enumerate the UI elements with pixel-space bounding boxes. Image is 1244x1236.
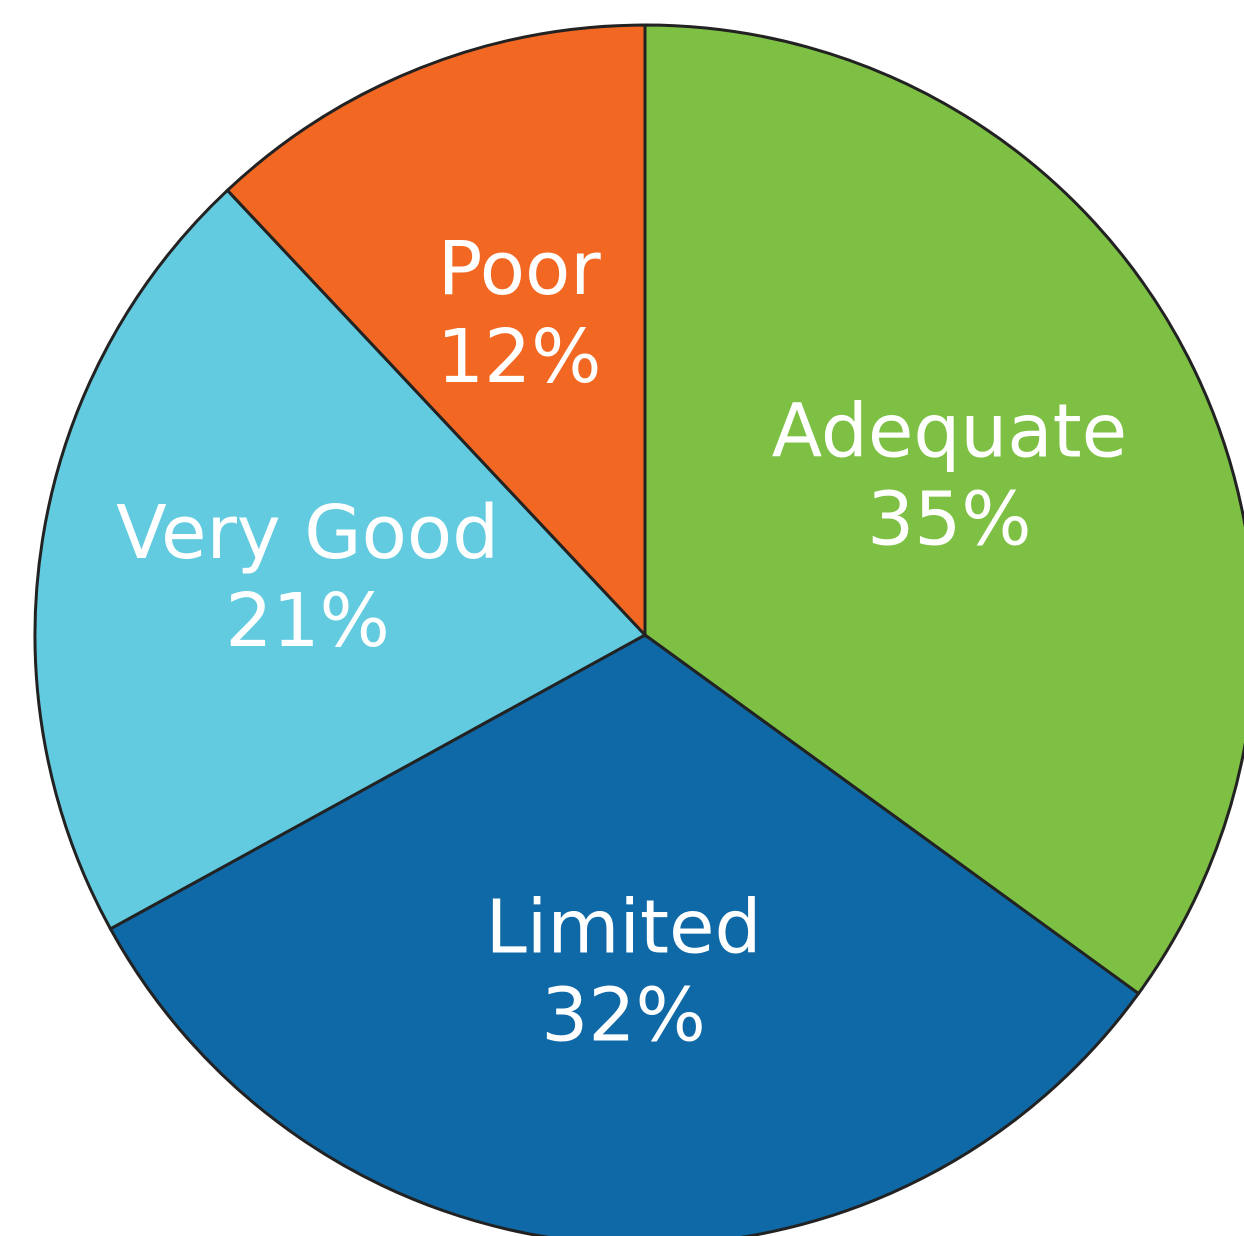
slice-value-label: 21% [225, 578, 389, 664]
pie-slice [33, 188, 648, 931]
slice-label: Poor [438, 226, 602, 312]
pie-slice [643, 23, 1244, 996]
slice-label: Adequate [772, 388, 1128, 474]
slice-label: Limited [486, 884, 762, 970]
slice-value-label: 32% [541, 972, 705, 1058]
slice-value-label: 35% [867, 476, 1031, 562]
pie-slice [108, 633, 1141, 1236]
pie-slice [225, 23, 647, 639]
slice-label: Very Good [116, 490, 499, 576]
slice-value-label: 12% [437, 314, 601, 400]
